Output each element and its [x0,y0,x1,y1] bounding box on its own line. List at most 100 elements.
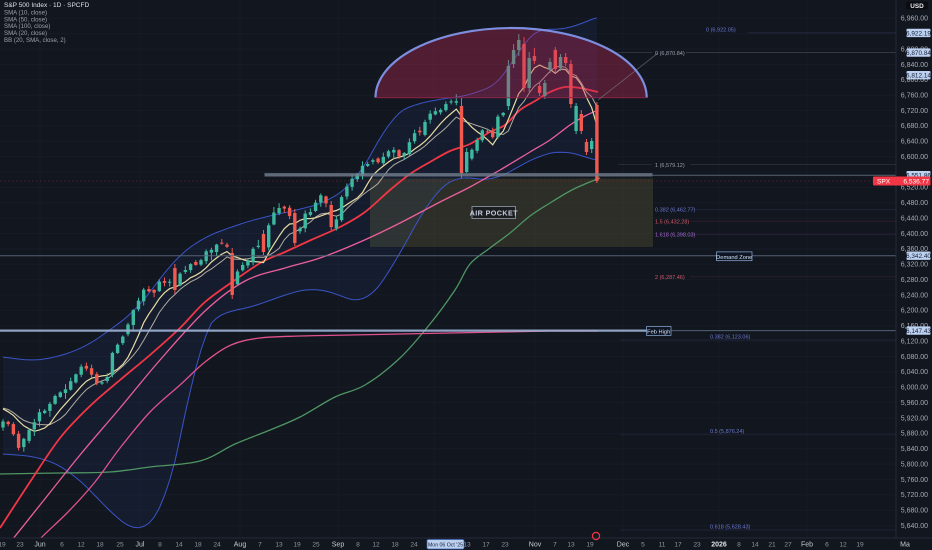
svg-text:S&P 500 Index · 1D · SPCFD: S&P 500 Index · 1D · SPCFD [4,2,89,9]
svg-text:5,880.00: 5,880.00 [901,431,928,438]
svg-text:8: 8 [737,542,741,549]
svg-text:6: 6 [60,542,64,549]
svg-text:6: 6 [825,542,829,549]
svg-text:18: 18 [194,542,202,549]
svg-text:23: 23 [501,542,509,549]
svg-text:21: 21 [768,542,776,549]
svg-text:6,640.00: 6,640.00 [901,139,928,146]
svg-text:Aug: Aug [234,542,247,549]
svg-text:5,840.00: 5,840.00 [901,446,928,453]
svg-text:6,680.00: 6,680.00 [901,123,928,130]
svg-text:SMA (100, close): SMA (100, close) [4,23,50,30]
svg-text:2026: 2026 [711,542,727,549]
svg-text:6,760.00: 6,760.00 [901,93,928,100]
svg-text:17: 17 [482,542,490,549]
svg-text:18: 18 [391,542,399,549]
svg-text:6,870.84: 6,870.84 [906,50,931,57]
svg-text:SMA (50, close): SMA (50, close) [4,16,47,23]
svg-text:19: 19 [856,542,864,549]
svg-text:23: 23 [16,542,24,549]
svg-text:6,342.40: 6,342.40 [906,253,931,260]
svg-text:13: 13 [567,542,575,549]
svg-text:6,480.00: 6,480.00 [901,200,928,207]
svg-text:0.382 (6,123.06): 0.382 (6,123.06) [710,334,751,340]
svg-text:Mon 06 Oct '25: Mon 06 Oct '25 [428,542,463,548]
svg-text:0.618 (5,628.43): 0.618 (5,628.43) [710,524,751,530]
svg-text:Feb High: Feb High [647,330,670,336]
svg-text:7: 7 [553,542,557,549]
svg-text:1 (6,579.12): 1 (6,579.12) [655,163,685,169]
svg-text:Jul: Jul [136,542,145,549]
svg-text:Sep: Sep [332,542,345,549]
svg-text:6,440.00: 6,440.00 [901,216,928,223]
svg-text:6,536.77: 6,536.77 [903,179,929,186]
svg-text:Dec: Dec [617,542,630,549]
svg-text:6,080.00: 6,080.00 [901,354,928,361]
svg-text:SPX: SPX [877,179,891,186]
svg-text:Nov: Nov [529,542,542,549]
svg-text:14: 14 [175,542,183,549]
svg-text:6,520.00: 6,520.00 [901,185,928,192]
svg-text:19: 19 [293,542,301,549]
svg-text:6,800.00: 6,800.00 [901,77,928,84]
svg-text:AIR POCKET: AIR POCKET [470,208,519,217]
svg-text:Ma: Ma [900,542,910,549]
svg-text:1.618 (6,398.03): 1.618 (6,398.03) [655,233,696,239]
svg-text:12: 12 [372,542,380,549]
svg-text:6,551.86: 6,551.86 [906,173,931,180]
svg-text:6,240.00: 6,240.00 [901,292,928,299]
svg-text:6,840.00: 6,840.00 [901,62,928,69]
svg-text:6,280.00: 6,280.00 [901,277,928,284]
svg-text:5,800.00: 5,800.00 [901,461,928,468]
svg-text:25: 25 [312,542,320,549]
svg-text:6,960.00: 6,960.00 [901,16,928,23]
svg-text:5,920.00: 5,920.00 [901,415,928,422]
svg-text:19: 19 [0,542,6,549]
svg-text:11: 11 [659,542,666,549]
svg-text:6,922.19: 6,922.19 [906,30,931,37]
svg-text:0 (6,870.84): 0 (6,870.84) [655,51,685,57]
svg-text:27: 27 [784,542,792,549]
svg-text:8: 8 [158,542,162,549]
svg-text:0.382 (6,462.77): 0.382 (6,462.77) [655,208,696,214]
svg-text:6,200.00: 6,200.00 [901,308,928,315]
svg-text:19: 19 [586,542,594,549]
svg-text:6,040.00: 6,040.00 [901,369,928,376]
svg-text:23: 23 [693,542,701,549]
svg-text:Demand Zone: Demand Zone [716,255,752,261]
svg-text:6,812.14: 6,812.14 [906,73,931,80]
svg-text:14: 14 [751,542,759,549]
svg-text:Feb: Feb [801,542,813,549]
svg-text:24: 24 [213,542,221,549]
svg-text:6,120.00: 6,120.00 [901,338,928,345]
svg-text:5,640.00: 5,640.00 [901,523,928,530]
svg-text:6,400.00: 6,400.00 [901,231,928,238]
svg-text:18: 18 [96,542,104,549]
svg-text:24: 24 [410,542,418,549]
svg-text:5,960.00: 5,960.00 [901,400,928,407]
svg-text:6,147.43: 6,147.43 [906,328,931,335]
svg-text:13: 13 [463,542,471,549]
svg-text:6,720.00: 6,720.00 [901,108,928,115]
svg-text:7: 7 [258,542,262,549]
svg-text:2 (6,287.46): 2 (6,287.46) [655,275,685,281]
svg-text:12: 12 [77,542,85,549]
svg-text:6,320.00: 6,320.00 [901,262,928,269]
svg-text:13: 13 [275,542,283,549]
svg-text:SMA (20, close): SMA (20, close) [4,30,47,37]
svg-text:SMA (10, close): SMA (10, close) [4,9,47,16]
svg-text:BB (20, SMA, close, 2): BB (20, SMA, close, 2) [4,37,66,44]
svg-text:0.5 (5,876.24): 0.5 (5,876.24) [710,429,744,435]
svg-text:8: 8 [356,542,360,549]
svg-text:5,680.00: 5,680.00 [901,508,928,515]
svg-text:Jun: Jun [34,542,45,549]
svg-text:25: 25 [116,542,124,549]
svg-text:6,000.00: 6,000.00 [901,385,928,392]
svg-text:0 (6,922.05): 0 (6,922.05) [706,27,736,33]
svg-text:5,720.00: 5,720.00 [901,492,928,499]
svg-text:USD: USD [910,3,924,10]
svg-text:6,360.00: 6,360.00 [901,246,928,253]
svg-text:1.5 (6,432.28): 1.5 (6,432.28) [655,219,689,225]
svg-text:17: 17 [674,542,682,549]
svg-text:5: 5 [641,542,645,549]
